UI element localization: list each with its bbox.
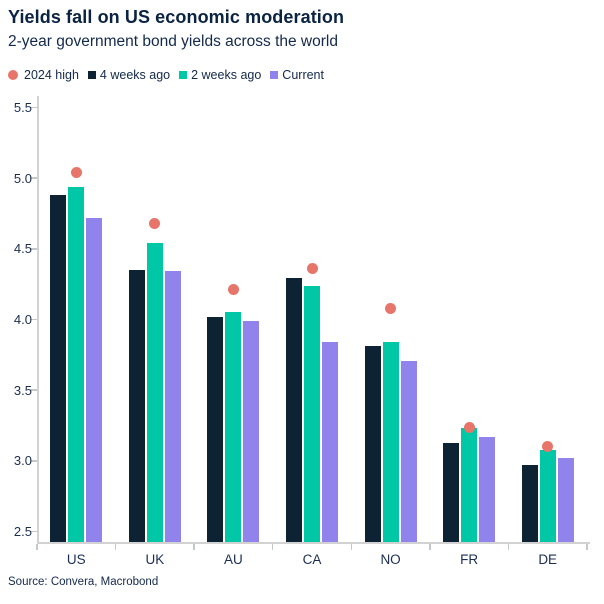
- y-axis-tick: [30, 530, 37, 533]
- x-category-label-de: DE: [538, 552, 558, 567]
- bar-4-weeks-ago-fr: [443, 442, 460, 543]
- bar-current-ca: [322, 342, 338, 543]
- bar-4-weeks-ago-no: [364, 346, 381, 543]
- legend-square-marker-icon: [270, 71, 279, 79]
- chart-subtitle: 2-year government bond yields across the…: [8, 33, 338, 50]
- y-tick-label: 5.5: [13, 99, 32, 115]
- legend-label-4-weeks-ago: 4 weeks ago: [99, 68, 171, 82]
- x-category-label-ca: CA: [302, 552, 322, 567]
- y-axis-line: [37, 96, 39, 543]
- x-category-label-no: NO: [380, 552, 401, 567]
- bar-current-us: [86, 217, 103, 543]
- dot-2024-high-us: [70, 166, 82, 178]
- x-axis-tick: [507, 544, 510, 550]
- y-tick-label: 2.5: [13, 524, 32, 540]
- legend-square-marker-icon: [87, 71, 96, 79]
- bar-4-weeks-ago-uk: [128, 269, 145, 543]
- bar-4-weeks-ago-de: [521, 465, 538, 543]
- y-axis-tick: [30, 389, 37, 391]
- bar-current-no: [400, 360, 417, 543]
- x-axis-tick: [586, 544, 588, 550]
- dot-2024-high-au: [227, 284, 239, 296]
- y-axis-tick: [30, 177, 37, 179]
- y-axis-tick: [30, 106, 37, 109]
- x-axis-line: [37, 542, 590, 544]
- bar-2-weeks-ago-ca: [304, 285, 320, 543]
- source-note: Source: Convera, Macrobond: [8, 576, 159, 588]
- dot-2024-high-uk: [149, 217, 161, 229]
- legend-label-2-weeks-ago: 2 weeks ago: [191, 68, 262, 82]
- chart-legend: 2024 high 4 weeks ago 2 weeks ago Curren…: [8, 66, 324, 84]
- bar-current-uk: [164, 271, 181, 543]
- bar-2-weeks-ago-no: [382, 342, 399, 543]
- chart-title: Yields fall on US economic moderation: [8, 7, 345, 27]
- bar-4-weeks-ago-au: [207, 316, 224, 543]
- legend-item-4-weeks-ago: 4 weeks ago: [87, 68, 171, 82]
- y-axis-tick: [30, 248, 37, 250]
- bar-current-fr: [479, 436, 496, 543]
- x-axis-tick: [429, 544, 431, 550]
- bar-current-au: [243, 320, 260, 543]
- y-axis-tick: [30, 460, 37, 462]
- legend-label-2024-high: 2024 high: [24, 68, 79, 82]
- dot-2024-high-no: [385, 302, 397, 314]
- bar-4-weeks-ago-ca: [286, 278, 302, 543]
- y-tick-label: 4.5: [13, 241, 32, 257]
- x-category-label-au: AU: [224, 552, 243, 567]
- y-tick-label: 4.0: [13, 312, 32, 327]
- y-tick-label: 5.0: [13, 170, 32, 186]
- bar-2-weeks-ago-uk: [146, 243, 163, 543]
- legend-item-2-weeks-ago: 2 weeks ago: [179, 68, 261, 82]
- x-axis-tick: [114, 544, 117, 550]
- y-tick-label: 3.0: [13, 453, 32, 469]
- dot-2024-high-fr: [463, 421, 475, 433]
- x-axis-tick: [193, 544, 195, 550]
- legend-label-current: Current: [282, 68, 324, 82]
- x-category-label-uk: UK: [145, 552, 165, 567]
- legend-square-marker-icon: [179, 71, 188, 79]
- bar-2-weeks-ago-us: [68, 186, 85, 543]
- bar-2-weeks-ago-au: [225, 312, 242, 543]
- bar-2-weeks-ago-de: [539, 449, 556, 543]
- bar-2-weeks-ago-fr: [461, 428, 478, 543]
- dot-2024-high-de: [542, 441, 554, 453]
- x-category-label-us: US: [66, 552, 86, 567]
- legend-item-current: Current: [270, 68, 324, 82]
- legend-circle-marker-icon: [8, 70, 18, 80]
- dot-2024-high-ca: [306, 263, 318, 275]
- y-axis-tick: [30, 318, 37, 321]
- y-tick-label: 3.5: [13, 382, 32, 398]
- bar-current-de: [557, 458, 574, 543]
- legend-item-2024-high: 2024 high: [8, 68, 79, 82]
- x-axis-tick: [350, 544, 353, 550]
- x-category-label-fr: FR: [460, 552, 479, 567]
- x-axis-tick: [36, 544, 38, 550]
- x-axis-tick: [271, 544, 274, 550]
- bar-4-weeks-ago-us: [50, 195, 67, 543]
